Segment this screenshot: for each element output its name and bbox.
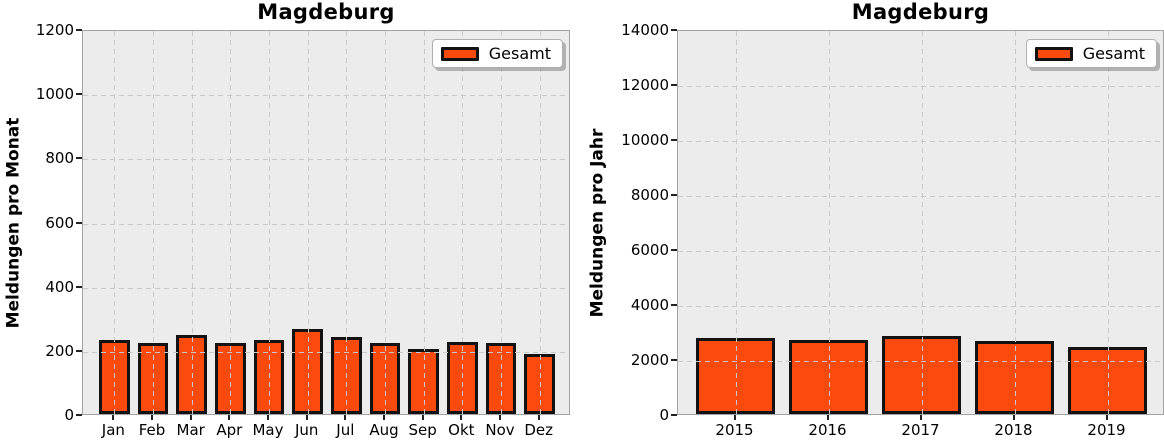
bar-2017: [882, 336, 961, 414]
y-tick-mark: [671, 359, 677, 361]
y-tick-mark: [76, 221, 82, 224]
x-tick-mark: [537, 415, 540, 420]
h-gridline: [678, 141, 1163, 142]
h-gridline: [678, 196, 1163, 197]
x-tick-label: Sep: [408, 421, 437, 439]
x-tick-mark: [228, 415, 231, 420]
plot-area: Gesamt: [677, 30, 1164, 415]
x-tick-label: Nov: [485, 421, 515, 439]
y-tick-label: 12000: [621, 76, 669, 94]
x-tick-mark: [344, 415, 347, 420]
y-tick-label: 1200: [35, 21, 74, 39]
y-tick-mark: [671, 29, 677, 31]
bar-2016: [789, 339, 868, 414]
x-tick-label: 2015: [715, 421, 754, 439]
legend-swatch-icon: [440, 46, 479, 61]
y-tick-mark: [76, 414, 82, 416]
y-tick-mark: [671, 194, 677, 196]
y-tick-mark: [76, 349, 82, 352]
x-tick-mark: [267, 415, 269, 420]
x-tick-label: Dez: [524, 421, 553, 439]
y-tick-label: 1000: [35, 85, 74, 104]
chart-title: Magdeburg: [851, 0, 990, 24]
legend: Gesamt: [431, 39, 563, 68]
y-tick-mark: [671, 414, 677, 416]
y-tick-label: 10000: [621, 131, 669, 149]
y-tick-label: 800: [45, 149, 74, 168]
y-tick-label: 14000: [621, 21, 669, 39]
x-tick-label: Jun: [294, 421, 319, 439]
x-tick-mark: [305, 415, 308, 420]
x-tick-mark: [733, 415, 736, 420]
y-tick-label: 0: [64, 406, 74, 424]
x-tick-label: 2016: [808, 421, 847, 439]
bar-2018: [975, 340, 1054, 414]
x-tick-label: May: [252, 421, 284, 439]
y-tick-mark: [671, 304, 677, 306]
x-tick-mark: [112, 415, 115, 420]
y-tick-label: 2000: [630, 351, 669, 369]
y-tick-mark: [76, 93, 82, 96]
h-gridline: [678, 251, 1163, 252]
x-tick-mark: [919, 415, 922, 420]
x-tick-mark: [460, 415, 463, 420]
y-tick-mark: [76, 157, 82, 160]
y-tick-mark: [671, 84, 677, 86]
x-tick-label: Aug: [369, 421, 399, 439]
y-tick-label: 0: [659, 406, 669, 424]
y-tick-label: 200: [45, 341, 74, 360]
x-tick-mark: [1012, 415, 1015, 420]
y-tick-mark: [671, 249, 677, 251]
x-tick-label: Okt: [448, 421, 475, 439]
x-tick-mark: [826, 415, 829, 420]
x-tick-label: Apr: [216, 421, 243, 439]
x-tick-label: 2018: [994, 421, 1033, 439]
x-tick-mark: [499, 415, 501, 420]
y-tick-label: 600: [45, 213, 74, 232]
y-tick-label: 8000: [630, 186, 669, 204]
y-tick-mark: [76, 29, 82, 31]
y-tick-label: 400: [45, 277, 74, 296]
grid-layer: [678, 31, 1163, 414]
h-gridline: [678, 361, 1163, 362]
v-gridline: [828, 31, 830, 414]
v-gridline: [1014, 31, 1016, 414]
y-tick-mark: [76, 285, 82, 288]
bar-2015: [696, 337, 775, 414]
x-tick-label: 2017: [901, 421, 940, 439]
chart-title: Magdeburg: [257, 0, 395, 24]
x-tick-label: Jul: [336, 421, 355, 439]
legend: Gesamt: [1025, 39, 1157, 68]
v-gridline: [921, 31, 923, 414]
bars-layer: [678, 31, 1163, 414]
y-tick-label: 4000: [630, 296, 669, 314]
x-tick-mark: [1105, 415, 1108, 420]
x-tick-label: 2019: [1087, 421, 1126, 439]
bar-2019: [1068, 346, 1147, 414]
x-tick-mark: [189, 415, 192, 420]
legend-swatch-icon: [1034, 46, 1073, 61]
x-tick-label: Feb: [138, 421, 166, 439]
y-tick-mark: [671, 139, 677, 141]
v-gridline: [1107, 31, 1109, 414]
x-tick-label: Jan: [101, 421, 125, 439]
legend-label: Gesamt: [1082, 44, 1145, 63]
x-tick-mark: [421, 415, 424, 420]
v-gridline: [735, 31, 737, 414]
h-gridline: [678, 86, 1163, 87]
x-tick-label: Mar: [176, 421, 205, 439]
x-tick-mark: [151, 415, 153, 420]
y-tick-label: 6000: [630, 241, 669, 259]
legend-label: Gesamt: [488, 44, 551, 63]
x-tick-mark: [383, 415, 385, 420]
h-gridline: [678, 306, 1163, 307]
